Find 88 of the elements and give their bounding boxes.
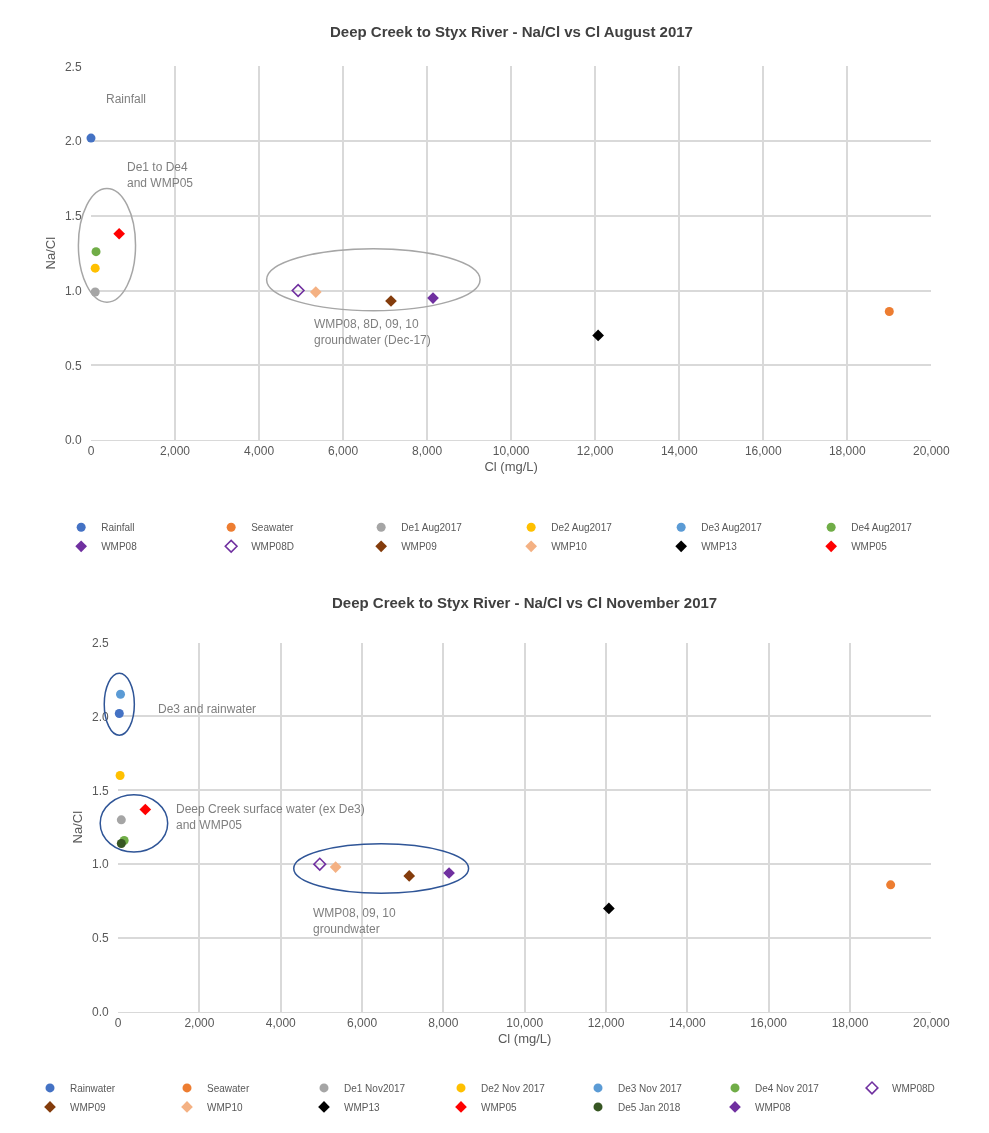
point: [116, 815, 126, 825]
x-tick-label: 14,000: [660, 444, 698, 459]
x-tick-label: 14,000: [668, 1016, 707, 1031]
y-tick-label: 2.5: [91, 635, 109, 650]
legend-label: De1 Aug2017: [401, 522, 463, 534]
x-tick-label: 0: [114, 1016, 122, 1031]
point: [139, 803, 152, 816]
legend-label: WMP08: [101, 541, 138, 553]
x-tick-label: 16,000: [750, 1016, 788, 1031]
legend-label: WMP13: [701, 541, 738, 553]
point: [90, 263, 100, 273]
x-tick-label: 4,000: [265, 1016, 297, 1031]
legend-label: WMP09: [70, 1101, 106, 1113]
legend-label: WMP09: [401, 541, 438, 553]
chart-title: Deep Creek to Styx River - Na/Cl vs Cl August 2017: [330, 23, 693, 40]
y-tick-label: 2.0: [64, 134, 82, 149]
y-tick-label: 1.5: [91, 783, 109, 798]
point: [116, 689, 126, 699]
x-tick-label: 8,000: [412, 444, 443, 459]
annotation: Rainfall: [106, 92, 147, 106]
legend-label: De1 Nov2017: [344, 1082, 406, 1094]
point: [114, 708, 124, 718]
y-tick-label: 1.5: [64, 209, 82, 224]
x-tick-label: 4,000: [244, 444, 275, 459]
x-tick-label: 2,000: [184, 1016, 215, 1031]
x-tick-label: 6,000: [347, 1016, 378, 1031]
x-tick-label: 8,000: [428, 1016, 459, 1031]
y-tick-label: 2.5: [64, 59, 82, 74]
annotation: Deep Creek surface water (ex De3) and WMP05: [176, 802, 365, 832]
point: [86, 133, 96, 143]
x-tick-label: 12,000: [576, 444, 614, 459]
legend-label: WMP05: [481, 1101, 517, 1113]
legend-label: WMP08D: [892, 1082, 935, 1094]
point: [603, 902, 615, 915]
y-tick-label: 0.0: [64, 433, 82, 448]
y-tick-label: 1.0: [91, 857, 109, 872]
point: [115, 771, 125, 781]
point: [291, 283, 305, 298]
x-tick-label: 10,000: [492, 444, 530, 459]
legend-label: WMP05: [851, 541, 888, 553]
point: [403, 870, 416, 882]
x-tick-label: 2,000: [160, 444, 191, 459]
point: [884, 306, 894, 316]
point: [329, 861, 342, 873]
point: [309, 286, 322, 298]
legend-label: WMP13: [344, 1101, 380, 1113]
x-tick-label: 18,000: [828, 444, 866, 459]
x-tick-label: 0: [87, 444, 95, 459]
x-tick-label: 20,000: [912, 1016, 950, 1031]
annotation: WMP08, 8D, 09, 10 groundwater (Dec-17): [314, 317, 431, 347]
legend-label: Rainfall: [101, 522, 135, 534]
legend-label: Seawater: [251, 522, 295, 534]
legend-label: WMP10: [207, 1101, 243, 1113]
y-tick-label: 0.5: [91, 931, 109, 946]
annotation: WMP08, 09, 10 groundwater: [313, 906, 397, 936]
point: [313, 857, 327, 871]
point: [592, 329, 604, 342]
x-tick-label: 18,000: [831, 1016, 869, 1031]
chart-title: Deep Creek to Styx River - Na/Cl vs Cl November 2017: [332, 594, 718, 611]
legend-label: Seawater: [207, 1082, 250, 1094]
y-tick-label: 1.0: [64, 283, 82, 298]
x-tick-label: 20,000: [912, 444, 950, 459]
legend-label: WMP10: [551, 541, 588, 553]
annotation: De3 and rainwater: [158, 702, 257, 716]
y-axis-title: Na/Cl: [42, 236, 58, 270]
y-axis-title: Na/Cl: [69, 810, 85, 844]
x-axis-title: Cl (mg/L): [484, 459, 538, 475]
x-axis-title: Cl (mg/L): [497, 1030, 552, 1046]
legend-label: De5 Jan 2018: [618, 1101, 681, 1113]
x-tick-label: 10,000: [506, 1016, 544, 1031]
legend-label: WMP08D: [251, 541, 294, 553]
legend-label: WMP08: [755, 1101, 791, 1113]
legend-label: De2 Nov 2017: [481, 1082, 546, 1094]
y-tick-label: 0.0: [91, 1005, 109, 1020]
annotation: De1 to De4 and WMP05: [127, 160, 194, 190]
point: [886, 880, 896, 890]
x-tick-label: 12,000: [587, 1016, 625, 1031]
legend-label: De2 Aug2017: [551, 522, 613, 534]
legend-label: De4 Nov 2017: [755, 1082, 820, 1094]
point: [91, 247, 101, 257]
legend-label: De4 Aug2017: [851, 522, 913, 534]
legend-label: De3 Nov 2017: [618, 1082, 683, 1094]
x-tick-label: 16,000: [744, 444, 782, 459]
point: [113, 227, 125, 240]
legend-label: De3 Aug2017: [701, 522, 763, 534]
legend-label: Rainwater: [70, 1082, 116, 1094]
x-tick-label: 6,000: [328, 444, 359, 459]
y-tick-label: 0.5: [64, 358, 82, 373]
